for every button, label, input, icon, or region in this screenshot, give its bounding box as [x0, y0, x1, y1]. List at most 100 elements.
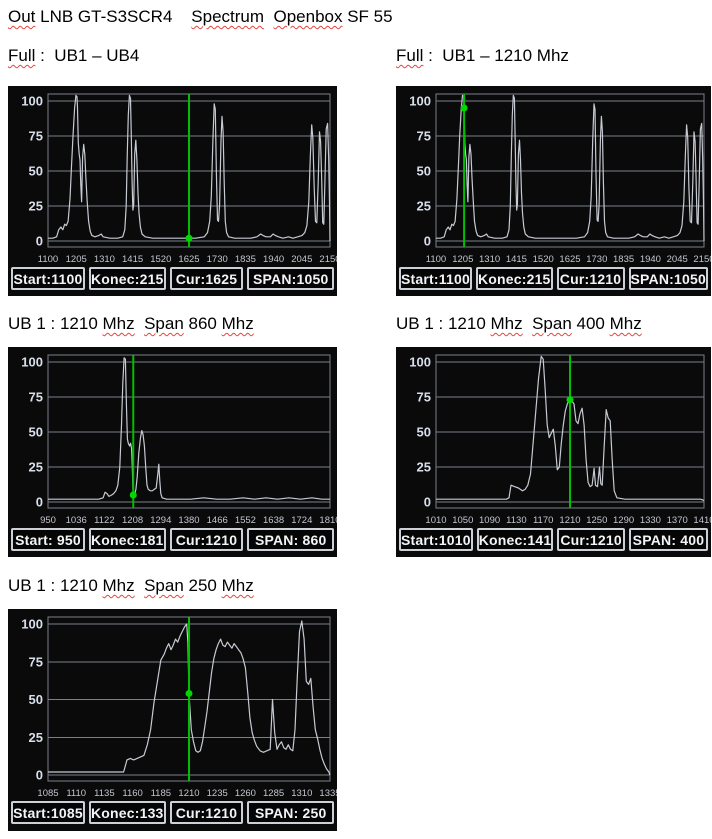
x-tick-label: 1310: [291, 788, 312, 799]
y-tick-label: 75: [29, 390, 43, 405]
status-bar: Start:1100 Konec:215 Cur:1210 SPAN:1050: [396, 266, 711, 290]
x-tick-label: 1370: [667, 515, 688, 526]
spectrum-panel-span-860: 100 75 50 25 0 950 1036 1122 1208 1294 1380 1466 155…: [8, 347, 337, 557]
y-tick-label: 25: [417, 460, 431, 475]
x-tick-label: 1122: [94, 515, 114, 526]
status-span: SPAN: 860: [247, 528, 334, 551]
y-tick-label: 25: [417, 199, 431, 214]
x-tick-label: 1160: [122, 788, 142, 799]
x-tick-label: 1724: [291, 515, 312, 526]
x-tick-label: 1050: [452, 515, 473, 526]
y-tick-label: 100: [21, 355, 43, 370]
y-tick-label: 100: [21, 94, 43, 109]
status-span: SPAN:1050: [247, 267, 334, 290]
x-tick-label: 1090: [479, 515, 500, 526]
x-tick-label: 1310: [94, 254, 115, 265]
y-tick-label: 75: [417, 129, 431, 144]
x-tick-label: 1335: [319, 788, 337, 799]
status-start: Start:1100: [11, 267, 85, 290]
x-tick-label: 1285: [263, 788, 284, 799]
x-tick-label: 1294: [150, 515, 171, 526]
panel-row-3: 100 75 50 25 0 1085 1110 1135 1160 1185 1210 1235 12…: [8, 609, 704, 831]
x-tick-label: 1520: [150, 254, 171, 265]
cursor-marker: [129, 491, 137, 499]
y-tick-label: 75: [29, 129, 43, 144]
status-start: Start:1100: [399, 267, 472, 290]
spectrum-trace: [48, 94, 331, 242]
x-tick-label: 2045: [291, 254, 312, 265]
heading-full-ub1-1210: Full : UB1 – 1210 Mhz: [396, 46, 569, 65]
x-tick-label: 1260: [235, 788, 256, 799]
heading-row-2: UB 1 : 1210 Mhz Span 860 Mhz UB 1 : 1210…: [8, 315, 704, 333]
status-cur: Cur:1210: [557, 528, 625, 551]
spectrum-panel-span-400: 100 75 50 25 0 1010 1050 1090 1130 1170 1210 1250 12…: [396, 347, 711, 557]
status-konec: Konec:141: [476, 528, 554, 551]
x-tick-label: 1415: [122, 254, 143, 265]
x-tick-label: 1310: [479, 254, 500, 265]
y-tick-label: 100: [21, 617, 43, 632]
x-tick-label: 1235: [207, 788, 228, 799]
title-word-out: Out: [8, 7, 36, 26]
page-title: Out LNB GT-S3SCR4 Spectrum Openbox SF 55: [8, 7, 393, 26]
x-tick-label: 1940: [263, 254, 284, 265]
x-tick-label: 1205: [452, 254, 473, 265]
title-text: LNB GT-S3SCR4: [35, 7, 192, 26]
x-tick-label: 1036: [66, 515, 87, 526]
x-tick-label: 1730: [586, 254, 607, 265]
spectrum-plot: 100 75 50 25 0 1100 1205 1310 1415 1520 1625 1730 18…: [409, 93, 711, 265]
x-tick-label: 1466: [207, 515, 228, 526]
status-start: Start:1010: [399, 528, 473, 551]
status-cur: Cur:1210: [169, 801, 244, 824]
panel-row-1: 100 75 50 25 0 1100 1205 1310 1415 1520 1625 1730 18…: [8, 86, 711, 296]
spectrum-plot: 100 75 50 25 0 1100 1205 1310 1415 1520 1625 1730 18…: [21, 93, 337, 265]
x-tick-label: 1290: [613, 515, 634, 526]
status-bar: Start:1100 Konec:215 Cur:1625 SPAN:1050: [8, 266, 337, 290]
y-tick-label: 0: [424, 234, 431, 249]
x-tick-label: 1410: [693, 515, 711, 526]
x-tick-label: 1520: [533, 254, 554, 265]
x-tick-label: 1208: [122, 515, 143, 526]
cursor-marker: [185, 689, 193, 697]
y-tick-label: 25: [29, 460, 43, 475]
heading-span-860: UB 1 : 1210 Mhz Span 860 Mhz: [8, 314, 254, 333]
y-tick-label: 50: [29, 425, 43, 440]
x-tick-label: 1185: [151, 788, 171, 799]
status-cur: Cur:1210: [556, 267, 625, 290]
x-tick-label: 1835: [613, 254, 634, 265]
x-tick-label: 1625: [178, 254, 199, 265]
y-tick-label: 0: [36, 768, 43, 783]
y-tick-label: 50: [417, 164, 431, 179]
x-tick-label: 2150: [319, 254, 337, 265]
x-tick-label: 1330: [640, 515, 661, 526]
spectrum-panel-full-ub1-1210: 100 75 50 25 0 1100 1205 1310 1415 1520 1625 1730 18…: [396, 86, 711, 296]
x-tick-label: 1730: [207, 254, 228, 265]
x-tick-label: 1625: [559, 254, 580, 265]
x-tick-label: 1085: [37, 788, 58, 799]
status-cur: Cur:1625: [169, 267, 244, 290]
heading-full-ub1-ub4: Full : UB1 – UB4: [8, 46, 140, 65]
heading-span-400: UB 1 : 1210 Mhz Span 400 Mhz: [396, 314, 642, 333]
x-tick-label: 1130: [506, 515, 526, 526]
status-span: SPAN: 250: [247, 801, 334, 824]
status-konec: Konec:181: [88, 528, 166, 551]
x-tick-label: 950: [40, 515, 56, 526]
x-tick-label: 1210: [559, 515, 580, 526]
y-tick-label: 0: [424, 495, 431, 510]
y-tick-label: 100: [409, 94, 431, 109]
x-tick-label: 1835: [235, 254, 256, 265]
status-konec: Konec:215: [475, 267, 553, 290]
y-tick-label: 50: [29, 692, 43, 707]
x-tick-label: 1810: [319, 515, 337, 526]
y-tick-label: 0: [36, 495, 43, 510]
x-tick-label: 1638: [263, 515, 284, 526]
spectrum-plot: 100 75 50 25 0 1010 1050 1090 1130 1170 1210 1250 12…: [409, 354, 711, 526]
y-tick-label: 75: [417, 390, 431, 405]
y-tick-label: 25: [29, 199, 43, 214]
x-tick-label: 2150: [693, 254, 711, 265]
x-tick-label: 1170: [533, 515, 553, 526]
y-tick-label: 50: [417, 425, 431, 440]
spectrum-panel-span-250: 100 75 50 25 0 1085 1110 1135 1160 1185 1210 1235 12…: [8, 609, 337, 831]
x-tick-label: 1205: [66, 254, 87, 265]
x-tick-label: 1100: [38, 254, 58, 265]
spectrum-panel-full-ub1-ub4: 100 75 50 25 0 1100 1205 1310 1415 1520 1625 1730 18…: [8, 86, 337, 296]
